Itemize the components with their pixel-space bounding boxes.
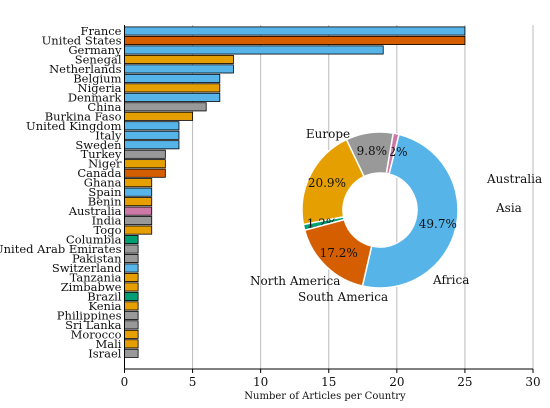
bar — [124, 225, 153, 235]
category-label: Brazil — [87, 289, 122, 303]
x-tick-label: 20 — [389, 375, 404, 389]
x-tick-label: 15 — [321, 375, 336, 389]
category-label: Spain — [88, 185, 122, 199]
category-label: Switzerland — [52, 261, 122, 275]
bar — [124, 149, 166, 159]
category-label: France — [81, 24, 122, 38]
category-label: Togo — [94, 223, 122, 237]
bar — [124, 45, 384, 55]
bar — [124, 320, 139, 330]
bar — [124, 130, 180, 140]
category-label: Burkina Faso — [45, 109, 122, 123]
category-label: Philippines — [57, 308, 122, 322]
bar — [124, 73, 221, 83]
x-tick-label: 30 — [525, 375, 540, 389]
x-tick-label: 0 — [121, 375, 129, 389]
slice-value-label: 9.8% — [357, 144, 388, 158]
category-label: Sweden — [75, 138, 122, 152]
slice-name-label: Australia — [486, 172, 542, 186]
bar — [124, 244, 139, 254]
bar — [124, 263, 139, 273]
bar — [124, 216, 153, 226]
bar — [124, 206, 153, 216]
bar — [124, 291, 139, 301]
category-label: Germany — [68, 43, 122, 57]
bar — [124, 178, 153, 188]
category-label: United States — [42, 33, 122, 47]
donut-slice — [361, 133, 459, 289]
x-axis-title: Number of Articles per Country — [244, 391, 406, 402]
category-label: Benin — [88, 195, 122, 209]
slice-name-label: Asia — [495, 201, 522, 215]
slice-name-label: North America — [250, 274, 340, 288]
x-axis: 0 5 10 15 20 25 30 — [121, 25, 541, 389]
x-tick-label: 25 — [457, 375, 472, 389]
bar — [124, 235, 139, 245]
category-label: Netherlands — [49, 62, 122, 76]
slice-value-label: 20.9% — [308, 176, 346, 190]
category-label: Zimbabwe — [61, 280, 122, 294]
category-label: Mali — [96, 337, 122, 351]
bar — [124, 282, 139, 292]
category-label: Tanzania — [70, 270, 122, 284]
x-tick-label: 10 — [253, 375, 268, 389]
slice-name-label: South America — [298, 290, 388, 304]
category-label: Denmark — [68, 90, 123, 104]
category-label: Canada — [77, 166, 121, 180]
bar — [124, 54, 234, 64]
category-label: Italy — [95, 128, 122, 142]
bar — [124, 339, 139, 349]
bar — [124, 64, 234, 74]
bar — [124, 301, 139, 311]
category-label: Kenia — [88, 299, 121, 313]
x-tick-label: 5 — [189, 375, 197, 389]
bar — [124, 254, 139, 264]
bar — [124, 111, 193, 121]
bar — [124, 140, 180, 150]
donut-slice — [301, 138, 366, 226]
category-label: Ghana — [84, 176, 122, 190]
category-label: Morocco — [71, 327, 122, 341]
category-label: Niger — [88, 157, 122, 171]
category-label: China — [87, 100, 121, 114]
slice-name-label: Africa — [432, 273, 469, 287]
bar — [124, 168, 166, 178]
bar — [124, 83, 221, 93]
category-label: United Kingdom — [26, 119, 122, 133]
donut-slice — [303, 218, 373, 287]
grid-lines — [192, 25, 534, 369]
category-label: Turkey — [81, 147, 122, 161]
slice-value-label: 17.2% — [320, 246, 358, 260]
bar — [124, 348, 139, 358]
bar — [124, 26, 466, 36]
slice-name-label: Europe — [306, 127, 350, 141]
category-label: India — [92, 214, 122, 228]
category-label: Israel — [88, 346, 122, 360]
slice-value-label: 49.7% — [419, 217, 457, 231]
category-label: Australia — [68, 204, 122, 218]
bar — [124, 310, 139, 320]
bar — [124, 159, 166, 169]
category-label: Columbia — [66, 233, 122, 247]
bar — [124, 92, 221, 102]
bar — [124, 102, 207, 112]
donut-chart: 49.7%Europe1.2%Australia9.8%Asia20.9%Afr… — [250, 127, 542, 304]
bar-series — [124, 26, 466, 358]
bar — [124, 329, 139, 339]
bar — [124, 272, 139, 282]
donut-slice — [345, 131, 395, 178]
category-label: Sri Lanka — [65, 318, 122, 332]
category-label: Belgium — [73, 71, 121, 85]
bar — [124, 35, 466, 45]
category-label: Senegal — [75, 52, 122, 66]
bar — [124, 121, 180, 131]
category-label: Pakistan — [72, 252, 122, 266]
category-label: United Arab Emirates — [0, 242, 122, 256]
category-label: Nigeria — [78, 81, 122, 95]
bar — [124, 187, 153, 197]
bar — [124, 197, 153, 207]
